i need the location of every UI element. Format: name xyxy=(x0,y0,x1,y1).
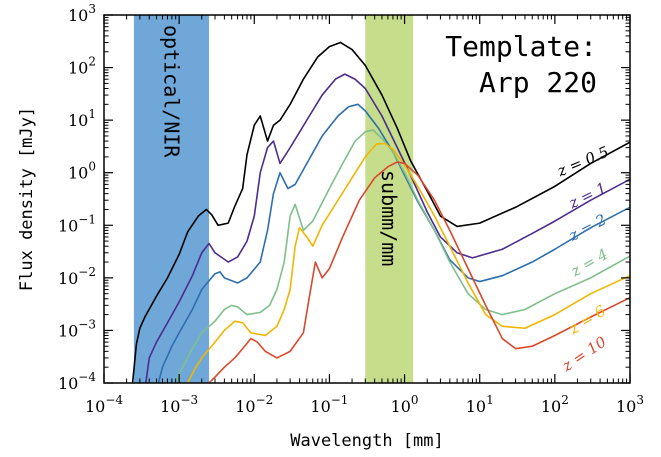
band-submm-mm xyxy=(365,15,414,383)
series-line-z-0-5 xyxy=(131,41,630,383)
x-tick-label: 102 xyxy=(541,393,569,416)
x-tick-label: 10−4 xyxy=(85,393,123,416)
y-tick-label: 10−2 xyxy=(58,265,96,288)
curve-label-z-4: z = 4 xyxy=(567,245,611,281)
x-tick-label: 10−2 xyxy=(235,393,273,416)
series-line-z-1 xyxy=(145,73,630,383)
y-axis-title: Flux density [mJy] xyxy=(17,107,37,291)
curve-labels-layer: z = 0.5z = 1z = 2z = 4 z = 6z = 10 xyxy=(554,143,612,376)
curve-label-z-0-5: z = 0.5 xyxy=(554,143,612,181)
curve-label-z-10: z = 10 xyxy=(558,332,610,375)
series-line-z-4 xyxy=(174,129,630,383)
x-tick-label: 103 xyxy=(616,393,644,416)
curve-label-z-1: z = 1 xyxy=(565,179,609,213)
ticks-layer: 10−4 10−3 10−2 10−1 100 101 102 103 10−4 10−3 10−2… xyxy=(58,2,644,416)
curve-label-z-2: z = 2 xyxy=(565,210,609,245)
band-labels-layer: optical/NIR submm/mm xyxy=(159,25,401,266)
band-optical-nir xyxy=(133,15,210,383)
series-line-z-2 xyxy=(157,103,630,383)
plot-frame xyxy=(103,14,631,384)
x-tick-label: 10−3 xyxy=(160,393,198,416)
x-axis-title: Wavelength [mm] xyxy=(290,431,444,451)
y-tick-label: 101 xyxy=(68,107,96,130)
x-tick-label: 10−1 xyxy=(310,393,348,416)
y-tick-label: 100 xyxy=(68,160,96,183)
template-annotation-line2: Arp 220 xyxy=(479,66,597,99)
x-tick-label: 101 xyxy=(466,393,494,416)
y-tick-label: 10−1 xyxy=(58,212,96,235)
y-tick-label: 103 xyxy=(68,2,96,25)
band-label-submm-mm: submm/mm xyxy=(377,170,401,266)
template-annotation-line1: Template: xyxy=(445,30,597,63)
series-line-z-6 xyxy=(186,142,630,383)
series-line-z-10 xyxy=(208,161,630,383)
curve-label-z-6: z = 6 xyxy=(565,301,609,338)
y-tick-label: 102 xyxy=(68,55,96,78)
x-tick-label: 100 xyxy=(391,393,419,416)
y-tick-label: 10−4 xyxy=(58,370,96,393)
y-tick-label: 10−3 xyxy=(58,317,96,340)
bands-layer xyxy=(133,15,414,383)
band-label-optical-nir: optical/NIR xyxy=(159,25,183,158)
series-layer xyxy=(131,41,630,383)
